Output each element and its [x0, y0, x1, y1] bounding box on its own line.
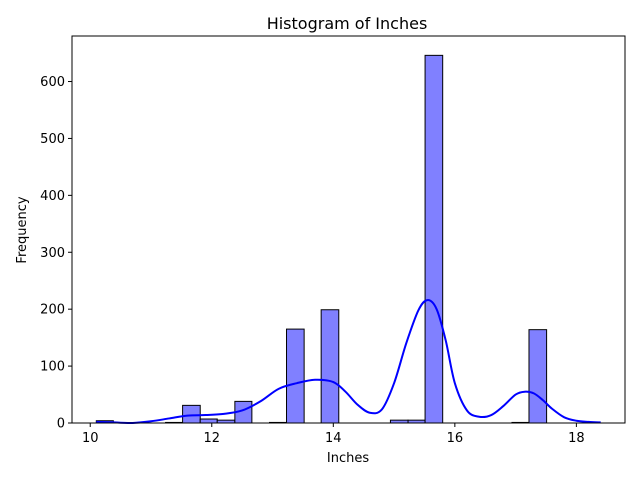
y-tick-label: 100	[40, 360, 65, 375]
y-tick-label: 400	[40, 189, 65, 204]
x-axis-label: Inches	[327, 451, 369, 466]
y-axis-ticks: 0 100 200 300 400 500 600	[40, 75, 72, 432]
x-tick-label: 18	[568, 431, 585, 446]
x-tick-label: 12	[203, 431, 220, 446]
histogram-bars	[95, 54, 548, 424]
y-tick-label: 500	[40, 132, 65, 147]
y-tick-label: 300	[40, 246, 65, 261]
y-axis-label: Frequency	[15, 196, 30, 263]
kde-curve	[96, 299, 601, 425]
histogram-bar	[199, 418, 218, 424]
x-tick-label: 10	[82, 431, 99, 446]
plot-frame	[71, 35, 626, 424]
y-tick-label: 0	[57, 417, 65, 432]
x-tick-label: 16	[447, 431, 464, 446]
histogram-bar	[286, 328, 305, 424]
histogram-bar	[320, 309, 340, 424]
histogram-bar	[424, 54, 444, 424]
chart-title: Histogram of Inches	[267, 14, 428, 33]
x-axis-ticks: 10 12 14 16 18	[82, 423, 585, 446]
histogram-bar	[182, 404, 201, 424]
x-tick-label: 14	[325, 431, 342, 446]
y-tick-label: 200	[40, 303, 65, 318]
y-tick-label: 600	[40, 75, 65, 90]
histogram-bar	[528, 329, 548, 424]
